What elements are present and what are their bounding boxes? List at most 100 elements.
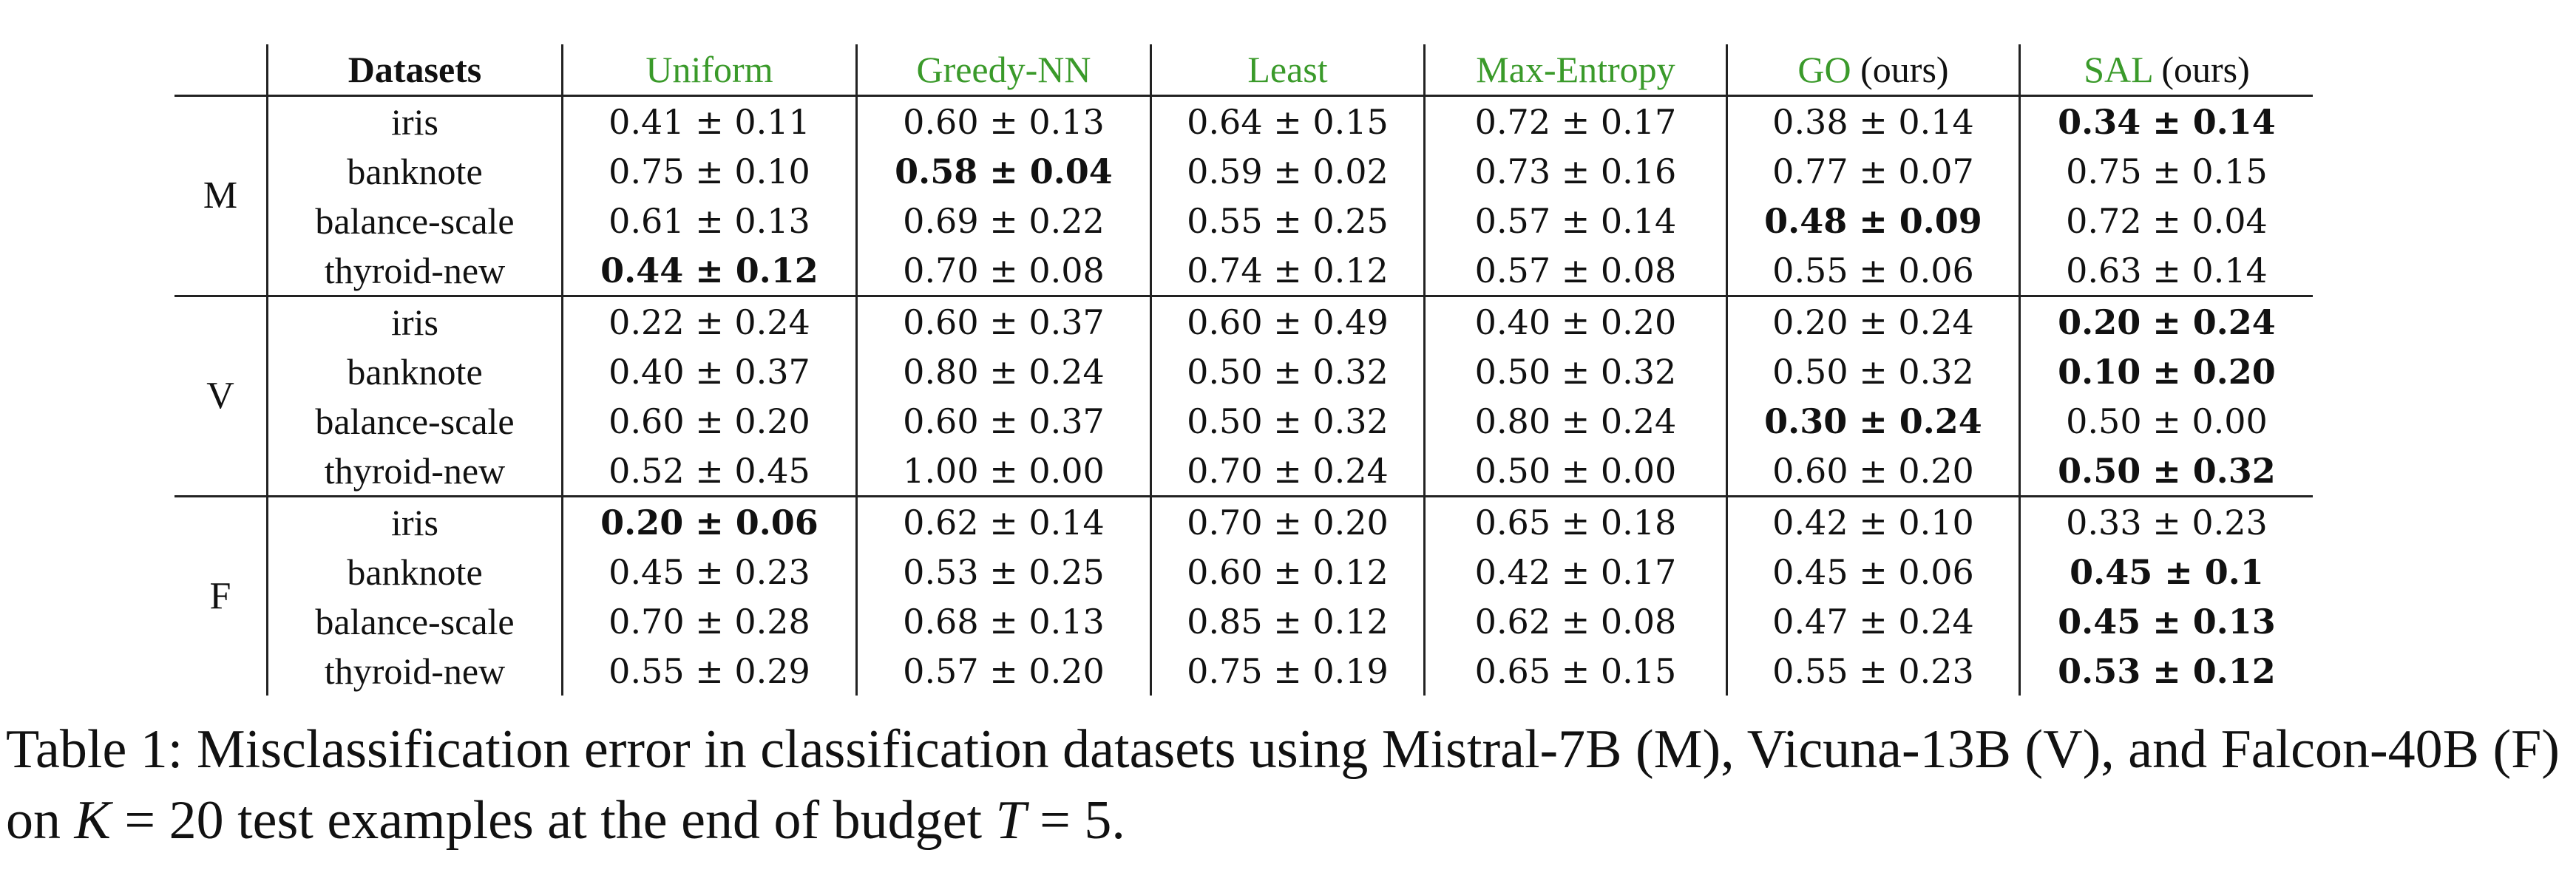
header-method-max-entropy: Max-Entropy	[1423, 44, 1727, 96]
error-value-cell: 0.75 ± 0.10	[561, 146, 857, 196]
header-method-go: GO (ours)	[1726, 44, 2020, 96]
error-value-cell: 0.60 ± 0.49	[1150, 295, 1425, 347]
dataset-name-cell: banknote	[266, 347, 563, 396]
error-value-cell: 0.73 ± 0.16	[1423, 146, 1727, 196]
error-value-cell: 0.57 ± 0.20	[855, 646, 1151, 696]
error-value-cell: 0.40 ± 0.37	[561, 347, 857, 396]
error-value-cell: 0.44 ± 0.12	[561, 245, 857, 296]
header-group-cell	[174, 44, 268, 96]
results-table-container: Datasets Uniform Greedy-NN Least Max-Ent…	[174, 44, 2313, 696]
error-value-cell: 0.59 ± 0.02	[1150, 146, 1425, 196]
error-value-cell: 0.60 ± 0.37	[855, 396, 1151, 446]
error-value-cell: 0.58 ± 0.04	[855, 146, 1151, 196]
dataset-name-cell: thyroid-new	[266, 245, 563, 296]
error-value-cell: 0.10 ± 0.20	[2019, 347, 2313, 396]
caption-text: Table 1: Misclassification error in clas…	[6, 719, 2560, 851]
model-group-label: V	[174, 295, 268, 497]
error-value-cell: 0.45 ± 0.23	[561, 547, 857, 596]
table-caption: Table 1: Misclassification error in clas…	[6, 714, 2572, 856]
error-value-cell: 0.53 ± 0.25	[855, 547, 1151, 596]
error-value-cell: 0.53 ± 0.12	[2019, 646, 2313, 696]
error-value-cell: 0.65 ± 0.15	[1423, 646, 1727, 696]
error-value-cell: 0.60 ± 0.12	[1150, 547, 1425, 596]
error-value-cell: 0.70 ± 0.20	[1150, 495, 1425, 547]
error-value-cell: 0.60 ± 0.20	[1726, 446, 2020, 497]
error-value-cell: 0.50 ± 0.32	[2019, 446, 2313, 497]
error-value-cell: 0.70 ± 0.24	[1150, 446, 1425, 497]
method-name: Least	[1247, 49, 1328, 90]
error-value-cell: 0.77 ± 0.07	[1726, 146, 2020, 196]
error-value-cell: 0.74 ± 0.12	[1150, 245, 1425, 296]
dataset-name-cell: banknote	[266, 146, 563, 196]
error-value-cell: 0.63 ± 0.14	[2019, 245, 2313, 296]
error-value-cell: 0.22 ± 0.24	[561, 295, 857, 347]
dataset-name-cell: thyroid-new	[266, 646, 563, 696]
error-value-cell: 0.38 ± 0.14	[1726, 95, 2020, 146]
error-value-cell: 0.72 ± 0.17	[1423, 95, 1727, 146]
error-value-cell: 0.62 ± 0.14	[855, 495, 1151, 547]
method-suffix: (ours)	[1851, 49, 1949, 90]
dataset-name-cell: balance-scale	[266, 596, 563, 646]
method-suffix: (ours)	[2152, 49, 2250, 90]
caption-text: test examples at the end of budget	[223, 790, 996, 851]
header-method-uniform: Uniform	[561, 44, 857, 96]
error-value-cell: 0.50 ± 0.32	[1150, 347, 1425, 396]
error-value-cell: 0.57 ± 0.08	[1423, 245, 1727, 296]
error-value-cell: 0.55 ± 0.23	[1726, 646, 2020, 696]
table-row: banknote 0.75 ± 0.10 0.58 ± 0.04 0.59 ± 0.0…	[174, 146, 2313, 196]
caption-var-t: T	[995, 790, 1026, 851]
error-value-cell: 0.42 ± 0.10	[1726, 495, 2020, 547]
error-value-cell: 0.75 ± 0.15	[2019, 146, 2313, 196]
table-row: thyroid-new 0.55 ± 0.29 0.57 ± 0.20 0.75 ± …	[174, 646, 2313, 696]
error-value-cell: 0.45 ± 0.1	[2019, 547, 2313, 596]
error-value-cell: 0.70 ± 0.08	[855, 245, 1151, 296]
error-value-cell: 0.60 ± 0.37	[855, 295, 1151, 347]
error-value-cell: 0.55 ± 0.29	[561, 646, 857, 696]
caption-var-k: K	[74, 790, 111, 851]
method-name: Max-Entropy	[1476, 49, 1675, 90]
error-value-cell: 0.55 ± 0.25	[1150, 196, 1425, 245]
dataset-name-cell: iris	[266, 95, 563, 146]
model-group-label: F	[174, 495, 268, 696]
error-value-cell: 0.20 ± 0.06	[561, 495, 857, 547]
dataset-name-cell: balance-scale	[266, 396, 563, 446]
error-value-cell: 0.45 ± 0.06	[1726, 547, 2020, 596]
error-value-cell: 0.75 ± 0.19	[1150, 646, 1425, 696]
method-name: GO	[1797, 49, 1851, 90]
caption-text: .	[1111, 790, 1125, 851]
error-value-cell: 0.62 ± 0.08	[1423, 596, 1727, 646]
error-value-cell: 0.60 ± 0.13	[855, 95, 1151, 146]
error-value-cell: 0.72 ± 0.04	[2019, 196, 2313, 245]
error-value-cell: 0.57 ± 0.14	[1423, 196, 1727, 245]
error-value-cell: 0.47 ± 0.24	[1726, 596, 2020, 646]
error-value-cell: 0.50 ± 0.32	[1423, 347, 1727, 396]
error-value-cell: 0.20 ± 0.24	[2019, 295, 2313, 347]
method-name: SAL	[2084, 49, 2152, 90]
error-value-cell: 0.70 ± 0.28	[561, 596, 857, 646]
error-value-cell: 0.80 ± 0.24	[855, 347, 1151, 396]
results-table: Datasets Uniform Greedy-NN Least Max-Ent…	[174, 44, 2313, 696]
error-value-cell: 1.00 ± 0.00	[855, 446, 1151, 497]
error-value-cell: 0.50 ± 0.32	[1150, 396, 1425, 446]
error-value-cell: 0.30 ± 0.24	[1726, 396, 2020, 446]
table-row: balance-scale 0.60 ± 0.20 0.60 ± 0.37 0.50 …	[174, 396, 2313, 446]
error-value-cell: 0.69 ± 0.22	[855, 196, 1151, 245]
error-value-cell: 0.61 ± 0.13	[561, 196, 857, 245]
dataset-name-cell: iris	[266, 495, 563, 547]
model-group-label: M	[174, 95, 268, 296]
dataset-name-cell: banknote	[266, 547, 563, 596]
dataset-name-cell: balance-scale	[266, 196, 563, 245]
method-name: Greedy-NN	[916, 49, 1091, 90]
table-row: balance-scale 0.70 ± 0.28 0.68 ± 0.13 0.85 …	[174, 596, 2313, 646]
error-value-cell: 0.52 ± 0.45	[561, 446, 857, 497]
table-row: balance-scale 0.61 ± 0.13 0.69 ± 0.22 0.55 …	[174, 196, 2313, 245]
error-value-cell: 0.68 ± 0.13	[855, 596, 1151, 646]
table-header-row: Datasets Uniform Greedy-NN Least Max-Ent…	[174, 44, 2313, 96]
dataset-name-cell: thyroid-new	[266, 446, 563, 497]
error-value-cell: 0.50 ± 0.00	[1423, 446, 1727, 497]
table-row: banknote 0.45 ± 0.23 0.53 ± 0.25 0.60 ± 0.1…	[174, 547, 2313, 596]
